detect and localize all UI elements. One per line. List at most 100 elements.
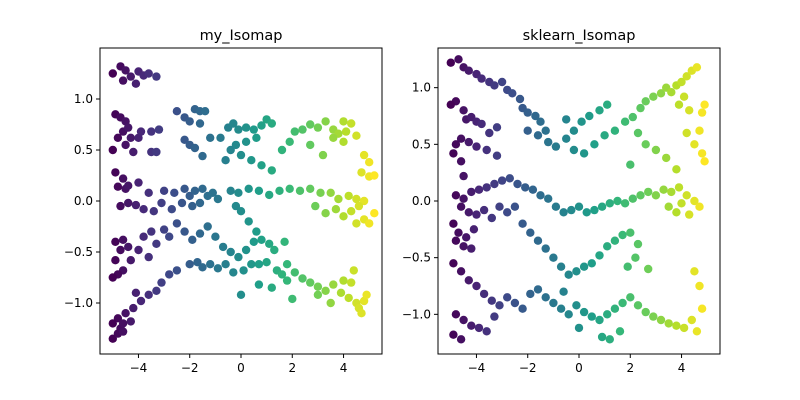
data-point bbox=[203, 222, 212, 231]
data-point bbox=[644, 264, 653, 274]
data-point bbox=[270, 245, 279, 255]
data-point bbox=[626, 160, 635, 169]
data-point bbox=[456, 202, 466, 211]
data-point bbox=[541, 293, 550, 302]
x-axis-ticks: −4 −2 0 2 4 bbox=[468, 354, 685, 375]
data-point bbox=[118, 76, 128, 85]
y-tick-label: 0.5 bbox=[412, 137, 431, 151]
data-point bbox=[569, 126, 579, 135]
data-point bbox=[454, 55, 463, 64]
data-point bbox=[556, 304, 566, 313]
data-point bbox=[121, 140, 130, 150]
data-point bbox=[113, 182, 123, 191]
data-point bbox=[700, 157, 709, 166]
data-point bbox=[451, 140, 461, 149]
data-point bbox=[656, 315, 666, 325]
data-point bbox=[144, 290, 153, 299]
data-point bbox=[347, 119, 356, 128]
data-point bbox=[213, 194, 223, 204]
data-point bbox=[449, 149, 458, 158]
data-point bbox=[692, 63, 702, 72]
x-tick-label: 2 bbox=[626, 361, 634, 375]
data-point bbox=[252, 227, 261, 236]
data-point bbox=[165, 232, 174, 241]
data-point bbox=[605, 199, 614, 208]
data-point bbox=[262, 258, 271, 267]
data-point bbox=[195, 229, 205, 238]
plot-frame bbox=[99, 47, 383, 355]
data-point bbox=[285, 137, 294, 146]
data-point bbox=[144, 252, 153, 262]
data-point bbox=[479, 205, 489, 215]
data-point bbox=[339, 212, 348, 221]
data-point bbox=[357, 309, 366, 318]
data-point bbox=[595, 315, 604, 325]
data-point bbox=[667, 88, 676, 97]
data-point bbox=[326, 298, 335, 308]
data-point bbox=[370, 209, 379, 218]
data-point bbox=[221, 156, 230, 165]
x-tick-label: 0 bbox=[575, 361, 583, 375]
data-point bbox=[344, 191, 353, 201]
data-point bbox=[198, 151, 207, 161]
data-point bbox=[226, 145, 235, 155]
data-point bbox=[549, 298, 558, 308]
data-point bbox=[633, 239, 643, 249]
data-point bbox=[234, 252, 243, 262]
data-point bbox=[280, 237, 289, 246]
data-point bbox=[267, 283, 276, 292]
data-point bbox=[508, 89, 517, 98]
data-point bbox=[672, 208, 681, 217]
data-point bbox=[541, 126, 550, 135]
data-point bbox=[695, 202, 704, 211]
data-point bbox=[180, 135, 189, 144]
data-point bbox=[492, 123, 502, 132]
data-point bbox=[257, 121, 266, 130]
data-point bbox=[349, 266, 358, 275]
data-point bbox=[339, 117, 348, 126]
data-point bbox=[664, 319, 673, 328]
data-point bbox=[620, 199, 630, 208]
y-tick-label: 0.0 bbox=[74, 194, 93, 208]
data-point bbox=[134, 178, 143, 187]
data-point bbox=[651, 145, 661, 155]
data-point bbox=[544, 137, 553, 147]
data-point bbox=[108, 273, 118, 282]
data-point bbox=[605, 335, 614, 344]
data-point bbox=[188, 235, 197, 244]
data-point bbox=[249, 237, 258, 246]
data-point bbox=[677, 199, 686, 208]
data-point bbox=[590, 205, 599, 215]
data-point bbox=[144, 69, 153, 78]
data-point bbox=[603, 310, 612, 319]
data-point bbox=[213, 264, 223, 273]
data-point bbox=[139, 205, 148, 214]
data-point bbox=[265, 239, 274, 248]
data-point bbox=[685, 210, 694, 219]
data-point bbox=[275, 186, 284, 195]
chart-title: sklearn_Isomap bbox=[523, 28, 636, 44]
data-point bbox=[221, 260, 230, 269]
data-point bbox=[464, 137, 473, 147]
data-point bbox=[641, 307, 650, 317]
data-point bbox=[477, 119, 486, 129]
y-axis-ticks: −1.0 −0.5 0.0 0.5 1.0 bbox=[64, 92, 100, 310]
data-point bbox=[318, 150, 328, 160]
data-point bbox=[157, 198, 166, 208]
data-point bbox=[198, 263, 207, 272]
data-point bbox=[234, 188, 243, 197]
data-point bbox=[490, 179, 499, 189]
data-point bbox=[505, 174, 514, 183]
data-point bbox=[118, 319, 128, 328]
data-point bbox=[526, 289, 535, 299]
data-point bbox=[216, 133, 225, 142]
data-point bbox=[620, 117, 630, 126]
data-point bbox=[569, 145, 579, 155]
y-tick-label: 0.0 bbox=[412, 194, 431, 208]
data-point bbox=[257, 235, 266, 244]
data-point bbox=[334, 194, 343, 204]
subplot-sklearn-isomap: sklearn_Isomap −4 −2 0 2 4 −1.0 −0.5 0.0 0.5 1.0 bbox=[402, 28, 721, 375]
data-point bbox=[295, 186, 305, 195]
data-point bbox=[682, 191, 691, 200]
x-tick-label: 0 bbox=[237, 361, 245, 375]
